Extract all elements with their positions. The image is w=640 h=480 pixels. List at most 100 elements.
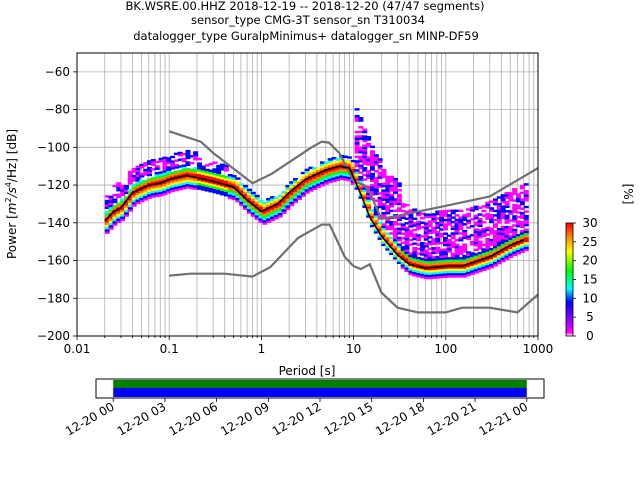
heatmap-cell: [385, 193, 391, 197]
heatmap-cell: [458, 209, 464, 213]
heatmap-cell: [373, 183, 379, 187]
heatmap-cell: [135, 197, 141, 200]
heatmap-cell: [116, 213, 122, 217]
heatmap-cell: [419, 275, 425, 279]
heatmap-cell: [462, 268, 468, 271]
heatmap-cell: [320, 165, 325, 169]
heatmap-cell: [519, 211, 525, 215]
heatmap-cell: [462, 229, 468, 233]
heatmap-cell: [331, 177, 337, 180]
heatmap-cell: [108, 207, 114, 210]
heatmap-cell: [231, 184, 237, 187]
heatmap-cell: [381, 175, 387, 179]
heatmap-cell: [346, 174, 352, 177]
heatmap-cell: [362, 139, 368, 143]
heatmap-cell: [246, 211, 252, 214]
heatmap-cell: [177, 172, 183, 175]
heatmap-cell: [389, 243, 395, 247]
heatmap-cell: [423, 238, 429, 241]
heatmap-cell: [369, 159, 375, 162]
heatmap-cell: [519, 236, 525, 240]
heatmap-cell: [485, 215, 491, 218]
heatmap-cell: [327, 158, 333, 161]
heatmap-cell: [189, 161, 195, 165]
heatmap-cell: [393, 229, 399, 233]
heatmap-cell: [131, 199, 137, 203]
heatmap-cell: [189, 182, 195, 185]
heatmap-cell: [500, 257, 506, 260]
heatmap-cell: [512, 237, 518, 241]
heatmap-cell: [466, 237, 472, 241]
heatmap-cell: [208, 169, 214, 173]
heatmap-cell: [289, 199, 295, 202]
heatmap-cell: [393, 245, 399, 249]
heatmap-cell: [358, 146, 364, 149]
heatmap-cell: [427, 213, 433, 216]
heatmap-cell: [385, 184, 391, 188]
heatmap-cell: [492, 214, 498, 217]
heatmap-cell: [158, 160, 164, 163]
heatmap-cell: [389, 227, 395, 231]
heatmap-cell: [170, 160, 176, 163]
heatmap-cell: [131, 202, 137, 205]
heatmap-cell: [112, 212, 118, 215]
heatmap-cell: [389, 196, 395, 199]
heatmap-cell: [396, 238, 402, 242]
heatmap-cell: [373, 156, 379, 159]
heatmap-cell: [181, 168, 187, 172]
heatmap-cell: [393, 220, 399, 224]
heatmap-cell: [439, 273, 445, 277]
heatmap-cell: [508, 219, 514, 222]
heatmap-cell: [293, 191, 299, 195]
heatmap-cell: [366, 172, 372, 175]
heatmap-cell: [396, 193, 402, 197]
heatmap-cell: [354, 139, 360, 143]
heatmap-cell: [469, 225, 475, 228]
heatmap-cell: [235, 193, 241, 196]
heatmap-cell: [419, 217, 425, 220]
heatmap-cell: [462, 218, 468, 221]
heatmap-cell: [504, 210, 510, 213]
heatmap-cell: [166, 166, 172, 169]
heatmap-cell: [446, 263, 452, 267]
heatmap-cell: [239, 192, 245, 195]
heatmap-cell: [454, 259, 460, 262]
heatmap-cell: [393, 234, 399, 237]
heatmap-cell: [404, 244, 410, 248]
heatmap-cell: [443, 218, 448, 222]
heatmap-cell: [500, 214, 506, 217]
heatmap-cell: [200, 188, 206, 191]
heatmap-cell: [281, 202, 287, 205]
heatmap-cell: [377, 205, 383, 209]
heatmap-cell: [508, 192, 514, 195]
heatmap-cell: [373, 231, 379, 234]
heatmap-cell: [162, 186, 168, 189]
heatmap-cell: [173, 152, 179, 156]
heatmap-cell: [104, 220, 110, 223]
heatmap-cell: [208, 171, 214, 175]
heatmap-cell: [293, 184, 299, 188]
heatmap-cell: [358, 151, 364, 154]
heatmap-cell: [185, 154, 191, 157]
heatmap-cell: [396, 257, 402, 260]
heatmap-cell: [385, 205, 391, 208]
heatmap-cell: [250, 212, 256, 215]
heatmap-cell: [123, 209, 129, 213]
heatmap-cell: [416, 256, 422, 260]
heatmap-cell: [454, 261, 460, 265]
heatmap-cell: [446, 270, 452, 274]
heatmap-cell: [358, 196, 364, 199]
heatmap-cell: [450, 270, 456, 274]
heatmap-cell: [393, 200, 399, 203]
heatmap-cell: [400, 252, 406, 256]
heatmap-cell: [116, 204, 122, 208]
heatmap-cell: [220, 168, 226, 171]
heatmap-cell: [285, 184, 291, 188]
heatmap-cell: [435, 210, 441, 213]
heatmap-cell: [104, 206, 110, 209]
heatmap-cell: [396, 182, 402, 185]
x-tick-label: 100: [434, 342, 457, 356]
heatmap-cell: [123, 205, 129, 208]
heatmap-cell: [446, 243, 452, 246]
heatmap-cell: [197, 164, 202, 168]
